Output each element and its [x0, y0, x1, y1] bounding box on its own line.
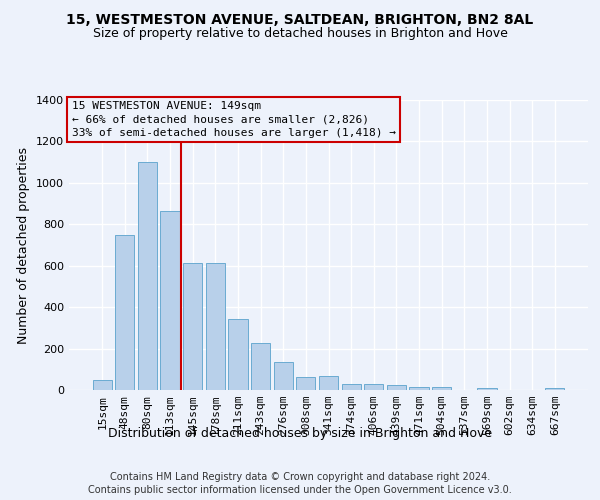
Bar: [138, 162, 157, 390]
Text: Contains HM Land Registry data © Crown copyright and database right 2024.: Contains HM Land Registry data © Crown c…: [110, 472, 490, 482]
Bar: [92, 380, 112, 390]
Bar: [183, 262, 202, 390]
Bar: [115, 234, 134, 390]
Bar: [206, 262, 225, 390]
Bar: [274, 362, 293, 390]
Bar: [296, 376, 316, 390]
Text: 15 WESTMESTON AVENUE: 149sqm
← 66% of detached houses are smaller (2,826)
33% of: 15 WESTMESTON AVENUE: 149sqm ← 66% of de…: [71, 102, 395, 138]
Bar: [477, 388, 497, 390]
Bar: [319, 376, 338, 390]
Text: 15, WESTMESTON AVENUE, SALTDEAN, BRIGHTON, BN2 8AL: 15, WESTMESTON AVENUE, SALTDEAN, BRIGHTO…: [67, 12, 533, 26]
Text: Size of property relative to detached houses in Brighton and Hove: Size of property relative to detached ho…: [92, 28, 508, 40]
Bar: [387, 386, 406, 390]
Bar: [160, 211, 180, 390]
Bar: [341, 384, 361, 390]
Bar: [432, 387, 451, 390]
Text: Contains public sector information licensed under the Open Government Licence v3: Contains public sector information licen…: [88, 485, 512, 495]
Y-axis label: Number of detached properties: Number of detached properties: [17, 146, 31, 344]
Text: Distribution of detached houses by size in Brighton and Hove: Distribution of detached houses by size …: [108, 428, 492, 440]
Bar: [229, 318, 248, 390]
Bar: [409, 387, 428, 390]
Bar: [251, 344, 270, 390]
Bar: [364, 384, 383, 390]
Bar: [545, 388, 565, 390]
